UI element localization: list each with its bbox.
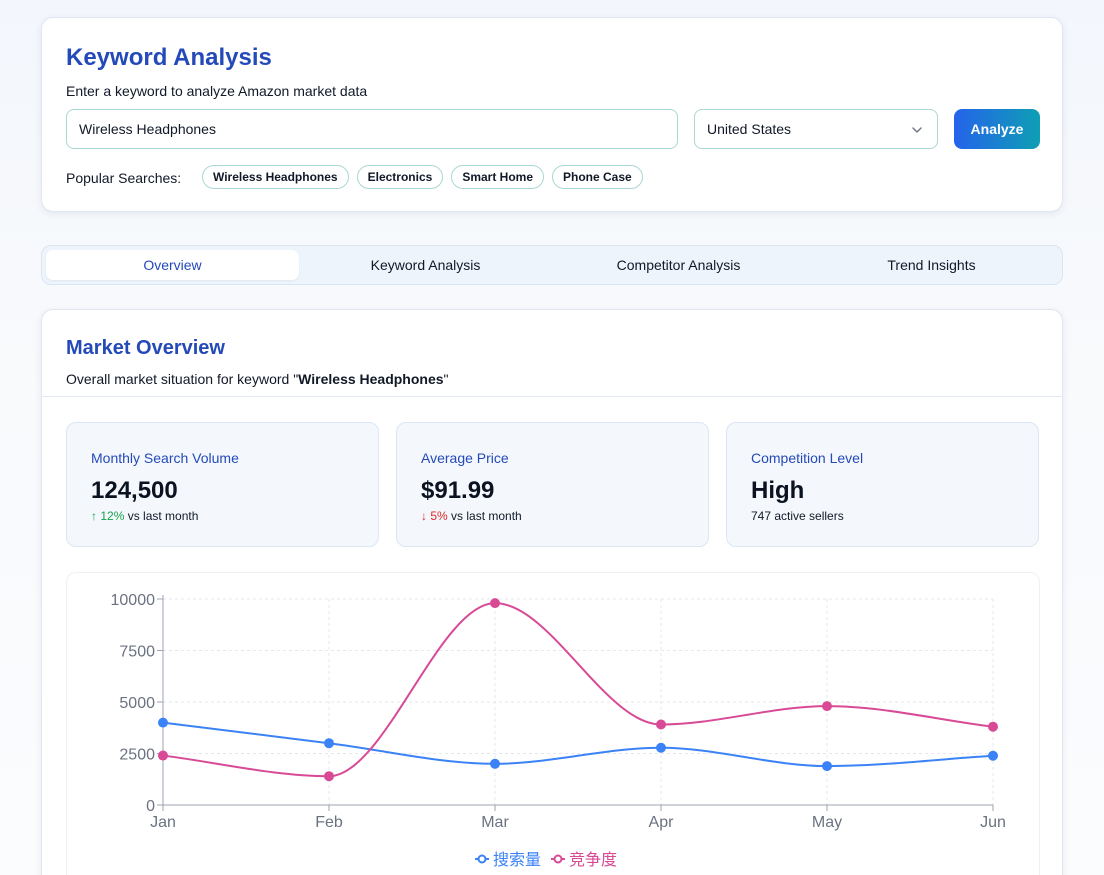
metric-competition-level: Competition Level High 747 active seller…	[726, 422, 1039, 547]
x-tick-label: May	[812, 814, 842, 831]
country-select[interactable]: United States	[694, 109, 938, 149]
change-percent: 12%	[100, 509, 125, 523]
data-point	[490, 758, 500, 769]
data-point	[822, 761, 832, 772]
y-tick-label: 5000	[119, 695, 155, 712]
y-tick-label: 2500	[119, 747, 155, 764]
tab-overview[interactable]: Overview	[46, 250, 299, 280]
metric-label: Monthly Search Volume	[91, 450, 239, 466]
x-tick-label: Apr	[649, 814, 675, 831]
x-tick-label: Mar	[481, 814, 509, 831]
metric-change: ↑ 12% vs last month	[91, 509, 198, 523]
divider	[42, 396, 1062, 397]
subtitle-prefix: Overall market situation for keyword "	[66, 371, 299, 387]
data-point	[988, 750, 998, 761]
metric-average-price: Average Price $91.99 ↓ 5% vs last month	[396, 422, 709, 547]
data-point	[988, 721, 998, 732]
tab-trend-insights[interactable]: Trend Insights	[887, 257, 976, 273]
legend-marker-dot	[553, 854, 563, 864]
legend-label: 搜索量	[493, 850, 541, 869]
metric-value: 124,500	[91, 477, 178, 504]
series-line	[162, 721, 994, 768]
popular-search-chip[interactable]: Electronics	[356, 165, 444, 189]
tab-competitor-analysis[interactable]: Competitor Analysis	[616, 257, 741, 273]
popular-searches-list: Wireless Headphones Electronics Smart Ho…	[202, 165, 643, 189]
x-tick-label: Jun	[980, 814, 1006, 831]
data-point	[158, 717, 168, 728]
data-point	[324, 771, 334, 782]
trend-line-chart: 0 2500 5000 7500 10000 Jan Feb Mar Apr May Jun 搜索量 竞…	[111, 592, 1006, 869]
trend-chart-container: 0 2500 5000 7500 10000 Jan Feb Mar Apr May Jun 搜索量 竞…	[66, 572, 1040, 875]
popular-search-chip[interactable]: Phone Case	[552, 165, 643, 189]
metric-label: Average Price	[421, 450, 509, 466]
subtitle-keyword: Wireless Headphones	[298, 371, 444, 387]
change-suffix: vs last month	[124, 509, 199, 523]
data-point	[656, 742, 666, 753]
subtitle-suffix: "	[443, 371, 449, 387]
keyword-analysis-title: Keyword Analysis	[66, 44, 272, 71]
analysis-tabs: Overview Keyword Analysis Competitor Ana…	[41, 245, 1063, 285]
metric-value: $91.99	[421, 477, 495, 504]
metric-monthly-search-volume: Monthly Search Volume 124,500 ↑ 12% vs l…	[66, 422, 379, 547]
y-tick-label: 0	[146, 798, 155, 815]
x-tick-label: Feb	[315, 814, 343, 831]
metric-change: ↓ 5% vs last month	[421, 509, 522, 523]
data-point	[822, 701, 832, 712]
series-line	[162, 602, 994, 778]
data-point	[490, 598, 500, 609]
popular-search-chip[interactable]: Smart Home	[451, 165, 544, 189]
market-overview-subtitle: Overall market situation for keyword "Wi…	[66, 371, 449, 387]
market-overview-title: Market Overview	[66, 337, 225, 359]
country-select-value: United States	[707, 121, 792, 137]
legend-label: 竞争度	[569, 850, 617, 869]
analyze-button[interactable]: Analyze	[954, 109, 1040, 149]
keyword-analysis-subtitle: Enter a keyword to analyze Amazon market…	[66, 83, 368, 99]
y-tick-label: 10000	[111, 592, 156, 609]
data-point	[656, 719, 666, 730]
y-tick-label: 7500	[119, 644, 155, 661]
popular-searches-label: Popular Searches:	[66, 170, 182, 186]
legend-marker-dot	[477, 854, 487, 864]
arrow-down-icon: ↓	[421, 509, 427, 523]
metric-label: Competition Level	[751, 450, 864, 466]
keyword-search-card: Keyword Analysis Enter a keyword to anal…	[41, 17, 1063, 212]
keyword-input[interactable]	[66, 109, 678, 149]
change-suffix: vs last month	[447, 509, 522, 523]
chevron-down-icon	[912, 127, 922, 133]
metric-value: High	[751, 477, 805, 504]
popular-search-chip[interactable]: Wireless Headphones	[202, 165, 349, 189]
market-overview-card: Market Overview Overall market situation…	[41, 309, 1063, 875]
x-tick-label: Jan	[150, 814, 176, 831]
data-point	[158, 750, 168, 761]
change-percent: 5%	[430, 509, 448, 523]
arrow-up-icon: ↑	[91, 509, 97, 523]
data-point	[324, 738, 334, 749]
tab-keyword-analysis[interactable]: Keyword Analysis	[370, 257, 481, 273]
metric-footer: 747 active sellers	[751, 509, 844, 523]
